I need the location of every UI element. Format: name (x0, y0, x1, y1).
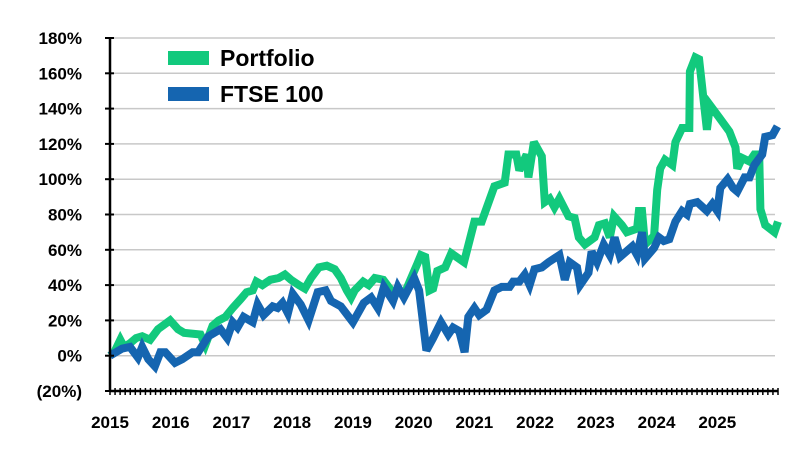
y-tick-label: 140% (39, 100, 82, 119)
legend-swatch-ftse-100 (168, 87, 209, 101)
axes (105, 37, 779, 395)
y-tick-label: 180% (39, 29, 82, 48)
x-tick-label: 2015 (91, 413, 129, 432)
x-tick-label: 2016 (152, 413, 190, 432)
y-tick-label: 80% (48, 206, 82, 225)
x-tick-label: 2018 (273, 413, 311, 432)
y-tick-label: 120% (39, 135, 82, 154)
series-lines (107, 51, 782, 374)
x-axis-labels: 2015 2016 2017 2018 2019 2020 2021 2022 2023 2024… (91, 413, 736, 432)
y-tick-label: 40% (48, 276, 82, 295)
y-tick-label: 0% (57, 347, 82, 366)
x-tick-label: 2022 (516, 413, 554, 432)
x-tick-label: 2017 (213, 413, 251, 432)
x-tick-label: 2020 (395, 413, 433, 432)
y-tick-label: 100% (39, 170, 82, 189)
x-tick-label: 2019 (334, 413, 372, 432)
series-line-portfolio (107, 51, 782, 359)
x-tick-label: 2023 (577, 413, 615, 432)
y-tick-label: 60% (48, 241, 82, 260)
series-line-ftse-100 (107, 124, 781, 374)
y-tick-label: 20% (48, 311, 82, 330)
gridlines (110, 37, 775, 357)
x-tick-label: 2025 (698, 413, 736, 432)
legend: Portfolio FTSE 100 (168, 45, 324, 107)
x-tick-label: 2021 (455, 413, 493, 432)
legend-label-ftse-100: FTSE 100 (220, 81, 324, 107)
y-tick-label: (20%) (37, 382, 82, 401)
y-axis-labels: (20%) 0% 20% 40% 60% 80% 100% 120% 140% 160% 180% (37, 29, 82, 401)
legend-label-portfolio: Portfolio (220, 45, 315, 71)
legend-swatch-portfolio (168, 51, 209, 65)
y-tick-label: 160% (39, 64, 82, 83)
x-tick-label: 2024 (638, 413, 676, 432)
